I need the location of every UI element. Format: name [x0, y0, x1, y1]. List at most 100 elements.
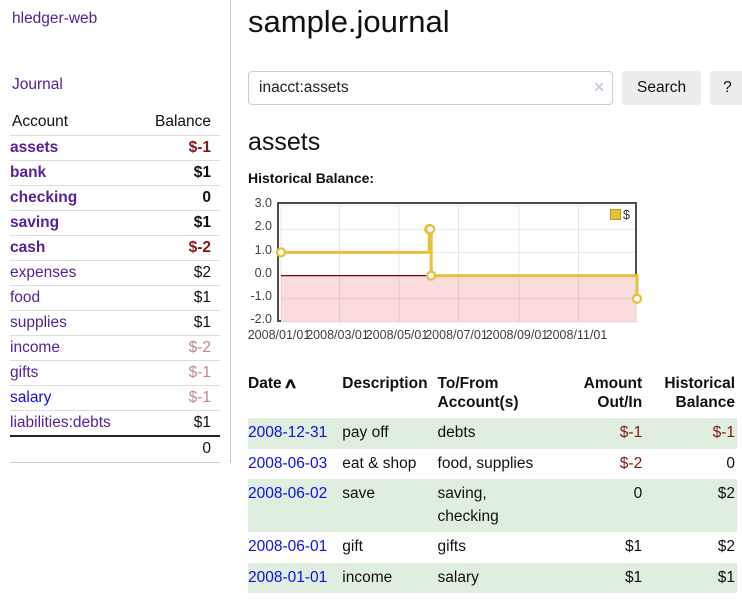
search-box: ✕ — [248, 70, 613, 105]
sidebar-account-bank[interactable]: bank — [10, 164, 47, 181]
cell-accounts: gifts — [437, 538, 466, 556]
clear-search-icon[interactable]: ✕ — [593, 78, 605, 95]
account-row: salary $-1 — [10, 385, 220, 411]
col-date[interactable]: Date∧ — [248, 374, 298, 392]
account-row: cash $-2 — [10, 235, 220, 261]
search-button[interactable]: Search — [622, 70, 702, 105]
account-row: bank $1 — [10, 160, 220, 186]
search-input[interactable] — [248, 70, 613, 105]
register-row: 2008-06-03 eat & shop food, supplies $-2 0 — [248, 449, 737, 479]
cell-date: 2008-06-01 — [248, 532, 342, 562]
register-row: 2008-06-02 save saving, checking 0 $2 — [248, 479, 737, 533]
nav-journal-link[interactable]: Journal — [12, 76, 63, 93]
account-balance: $-1 — [136, 135, 220, 161]
account-balance: $1 — [136, 285, 220, 311]
account-balance: $-1 — [136, 360, 220, 386]
sidebar-account-food[interactable]: food — [10, 289, 41, 306]
chart-svg — [275, 205, 643, 323]
sidebar-account-checking[interactable]: checking — [10, 189, 78, 206]
chart-legend: $ — [608, 206, 632, 223]
account-row: gifts $-1 — [10, 360, 220, 386]
account-name-cell: expenses — [10, 260, 137, 286]
x-axis-tick: 2008/11/01 — [545, 327, 608, 342]
account-name-cell: income — [10, 335, 137, 361]
date-link[interactable]: 2008-01-01 — [248, 568, 328, 586]
help-button[interactable]: ? — [710, 70, 742, 105]
sidebar-account-liabilities-debts[interactable]: liabilities:debts — [10, 414, 111, 431]
accounts-table: Account Balance assets $-1 bank $1 checking 0… — [10, 110, 220, 463]
chart-title: Historical Balance: — [248, 169, 375, 186]
register-row: 2008-12-31 pay off debts $-1 $-1 — [248, 418, 737, 449]
cell-balance: $2 — [717, 538, 735, 556]
legend-swatch-icon — [610, 209, 622, 221]
account-balance: $1 — [136, 210, 220, 236]
account-name-cell: supplies — [10, 310, 137, 336]
sidebar-account-income[interactable]: income — [10, 339, 60, 356]
account-row: liabilities:debts $1 — [10, 410, 220, 436]
date-link[interactable]: 2008-06-01 — [248, 538, 328, 556]
sidebar-account-supplies[interactable]: supplies — [10, 314, 67, 331]
register-row: 2008-01-01 income salary $1 $1 — [248, 562, 737, 594]
accounts-total-value: 0 — [136, 435, 220, 463]
main-content: sample.journal ✕ Search ? assets Histori… — [231, 0, 742, 613]
account-name-cell: cash — [10, 235, 137, 261]
cell-description: pay off — [342, 424, 389, 442]
register-header-row: Date∧ Description To/From Account(s) Amo… — [248, 372, 737, 419]
col-amount: Amount Out/In — [583, 374, 643, 412]
account-row: supplies $1 — [10, 310, 220, 336]
cell-amount: $1 — [624, 568, 643, 586]
account-name-cell: checking — [10, 185, 137, 211]
cell-description: gift — [342, 538, 363, 556]
accounts-total-row: 0 — [10, 435, 220, 463]
account-row: saving $1 — [10, 210, 220, 236]
y-axis-tick: 2.0 — [254, 219, 272, 234]
register-table: Date∧ Description To/From Account(s) Amo… — [248, 372, 737, 594]
sidebar-account-gifts[interactable]: gifts — [10, 364, 39, 381]
x-axis-tick: 2008/07/01 — [425, 327, 488, 342]
cell-balance: 0 — [726, 454, 735, 472]
account-balance: $-2 — [136, 235, 220, 261]
col-balance: Historical Balance — [664, 374, 735, 412]
cell-accounts: debts — [437, 424, 476, 442]
cell-balance: $-1 — [712, 424, 735, 442]
cell-balance: $2 — [717, 485, 735, 503]
col-description: Description — [342, 374, 428, 392]
accounts-col-account: Account — [12, 113, 69, 130]
date-link[interactable]: 2008-06-02 — [248, 485, 328, 503]
sidebar-account-saving[interactable]: saving — [10, 214, 60, 231]
cell-balance: $1 — [717, 568, 735, 586]
account-row: expenses $2 — [10, 260, 220, 286]
sidebar-account-cash[interactable]: cash — [10, 239, 46, 256]
sort-asc-icon: ∧ — [282, 375, 298, 392]
search-form: ✕ Search ? — [248, 70, 742, 105]
cell-amount: $-2 — [619, 454, 643, 472]
y-axis-tick: 0.0 — [254, 265, 272, 280]
page-title: sample.journal — [248, 4, 450, 39]
register-row: 2008-06-01 gift gifts $1 $2 — [248, 532, 737, 562]
cell-description: eat & shop — [342, 454, 417, 472]
cell-date: 2008-12-31 — [248, 418, 342, 448]
account-balance: $1 — [136, 410, 220, 436]
sidebar-account-expenses[interactable]: expenses — [10, 264, 77, 281]
cell-date: 2008-01-01 — [248, 563, 342, 593]
cell-accounts: salary — [437, 568, 479, 586]
date-link[interactable]: 2008-06-03 — [248, 454, 328, 472]
date-link[interactable]: 2008-12-31 — [248, 424, 328, 442]
account-name-cell: liabilities:debts — [10, 410, 137, 436]
account-heading: assets — [248, 127, 321, 156]
cell-accounts: saving, checking — [437, 485, 499, 525]
account-name-cell: salary — [10, 385, 137, 411]
cell-amount: 0 — [633, 485, 643, 503]
brand-link[interactable]: hledger-web — [12, 10, 98, 27]
x-axis-tick: 2008/05/01 — [365, 327, 429, 342]
account-balance: $-2 — [136, 335, 220, 361]
account-row: assets $-1 — [10, 135, 220, 161]
account-balance: 0 — [136, 185, 220, 211]
sidebar-account-salary[interactable]: salary — [10, 389, 52, 406]
sidebar-account-assets[interactable]: assets — [10, 139, 59, 156]
account-name-cell: assets — [10, 135, 137, 161]
sidebar: hledger-web Journal Account Balance asse… — [0, 0, 231, 463]
x-axis-tick: 2008/09/01 — [485, 327, 549, 342]
account-name-cell: food — [10, 285, 137, 311]
